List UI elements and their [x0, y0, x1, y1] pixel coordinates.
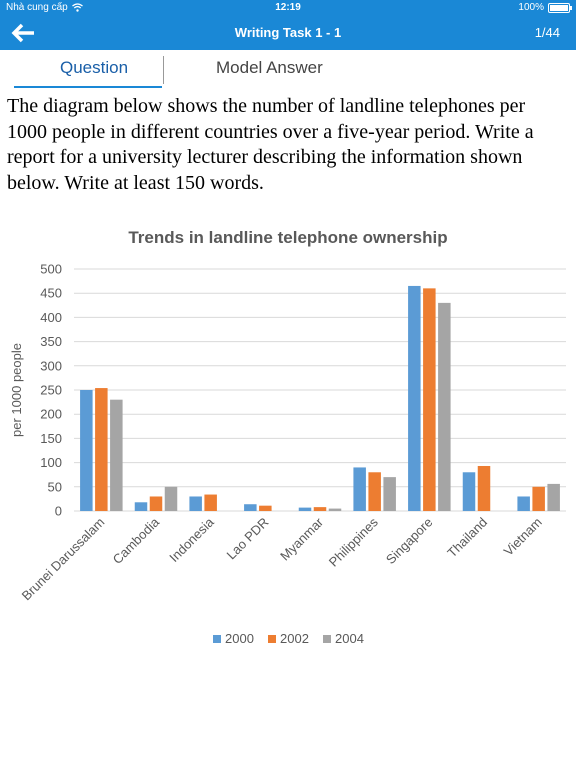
legend-swatch-2000: [213, 635, 221, 643]
y-tick-label: 400: [40, 310, 62, 325]
question-text: The diagram below shows the number of la…: [7, 95, 534, 194]
bar-2000: [408, 285, 421, 511]
chart-title: Trends in landline telephone ownership: [128, 228, 447, 247]
bar-2002: [149, 496, 163, 511]
tab-divider: [163, 56, 164, 84]
bar-2002: [368, 472, 381, 511]
y-tick-label: 100: [40, 455, 62, 470]
back-button[interactable]: [10, 21, 38, 45]
bar-2000: [353, 467, 366, 511]
y-tick-label: 250: [40, 383, 62, 398]
carrier-label: Nhà cung cấp: [6, 2, 68, 13]
status-time: 12:19: [275, 2, 301, 13]
bar-2002: [259, 505, 272, 511]
bar-2002: [423, 288, 436, 511]
battery-icon: [548, 2, 572, 13]
bar-2002: [95, 388, 108, 511]
x-tick-label: Indonesia: [166, 514, 217, 565]
bar-2000: [80, 390, 93, 511]
bar-2004: [328, 508, 342, 511]
wifi-icon: [71, 3, 83, 12]
status-right: 100%: [518, 2, 572, 13]
x-tick-label: Singapore: [383, 515, 436, 568]
status-left: Nhà cung cấp: [6, 2, 83, 13]
bar-2000: [189, 496, 202, 511]
bar-2004: [383, 477, 396, 511]
legend-swatch-2004: [323, 635, 331, 643]
x-tick-label: Vietnam: [501, 515, 545, 559]
y-tick-label: 350: [40, 334, 62, 349]
y-tick-label: 300: [40, 358, 62, 373]
bar-2002: [477, 465, 491, 511]
bar-2002: [532, 486, 545, 511]
y-tick-label: 450: [40, 286, 62, 301]
tab-question[interactable]: Question: [60, 58, 129, 77]
tab-bar: Question Model Answer: [0, 52, 576, 88]
bar-2000: [244, 504, 257, 511]
x-tick-label: Lao PDR: [224, 515, 272, 563]
bar-2000: [134, 502, 148, 511]
bar-2002: [313, 507, 327, 511]
x-tick-label: Philippines: [326, 514, 381, 569]
battery-percent: 100%: [518, 2, 544, 13]
back-arrow-icon: [11, 23, 34, 43]
status-bar: Nhà cung cấp 12:19 100%: [0, 0, 576, 16]
x-tick-label: Thailand: [444, 515, 490, 561]
bar-2000: [298, 507, 312, 511]
x-tick-label: Cambodia: [110, 514, 163, 567]
nav-bar: Writing Task 1 - 1 1/44: [0, 16, 576, 50]
y-axis-label: per 1000 people: [9, 343, 24, 437]
bar-2000: [517, 496, 530, 511]
y-tick-label: 150: [40, 431, 62, 446]
tab-model-answer[interactable]: Model Answer: [216, 58, 323, 77]
legend-label-2002: 2002: [280, 631, 309, 646]
page-counter: 1/44: [534, 25, 560, 40]
nav-title: Writing Task 1 - 1: [234, 25, 342, 40]
active-tab-indicator: [14, 86, 162, 88]
bar-2004: [438, 302, 451, 511]
bar-2004: [547, 483, 560, 511]
legend-label-2000: 2000: [225, 631, 254, 646]
y-tick-label: 500: [40, 262, 62, 277]
bar-2002: [204, 494, 217, 511]
y-tick-label: 200: [40, 407, 62, 422]
bar-chart: Trends in landline telephone ownership 0 5…: [9, 228, 566, 646]
x-tick-label: Myanmar: [277, 514, 326, 563]
y-tick-label: 0: [55, 504, 62, 519]
x-tick-label: Brunei Darussalam: [19, 515, 108, 604]
legend-swatch-2002: [268, 635, 276, 643]
legend-label-2004: 2004: [335, 631, 364, 646]
bar-2004: [164, 486, 178, 511]
y-tick-label: 50: [48, 479, 62, 494]
bar-2000: [462, 472, 476, 511]
bar-2004: [110, 399, 123, 511]
